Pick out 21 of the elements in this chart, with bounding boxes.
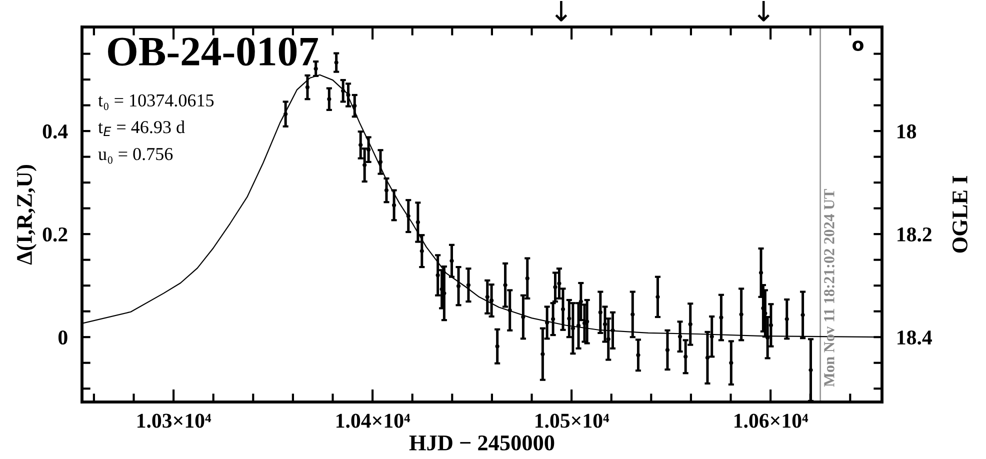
annotation: t₀ = 10374.0615 <box>98 94 214 110</box>
y2-tick-label: 18.4 <box>898 330 932 345</box>
annotation: u₀ = 0.756 <box>98 148 173 164</box>
y-tick-label: 0.4 <box>42 124 68 139</box>
y-axis-title: Δ(I,R,Z,U) <box>16 164 37 265</box>
y-tick-label: 0 <box>58 330 68 345</box>
y2-tick-label: 18.2 <box>898 227 932 242</box>
y2-axis-title: OGLE I <box>952 176 968 253</box>
chart-title: OB-24-0107 <box>108 38 318 66</box>
x-tick-label: 1.06×10⁴ <box>734 414 808 428</box>
x-tick-label: 1.05×10⁴ <box>536 414 610 428</box>
text: ↓ <box>555 0 568 22</box>
x-axis-title: HJD − 2450000 <box>409 435 554 450</box>
annotation: t$_{E}$ = 46.93 d <box>98 120 185 136</box>
annotation: o <box>852 40 864 51</box>
annotation: Mon Nov 11 18:21:02 2024 UT <box>824 189 834 387</box>
x-tick-label: 1.04×10⁴ <box>336 414 410 428</box>
y-tick-label: 0.2 <box>42 227 68 242</box>
text: ↓ <box>758 0 770 22</box>
y2-tick-label: 18 <box>898 124 916 138</box>
x-tick-label: 1.03×10⁴ <box>138 414 212 428</box>
